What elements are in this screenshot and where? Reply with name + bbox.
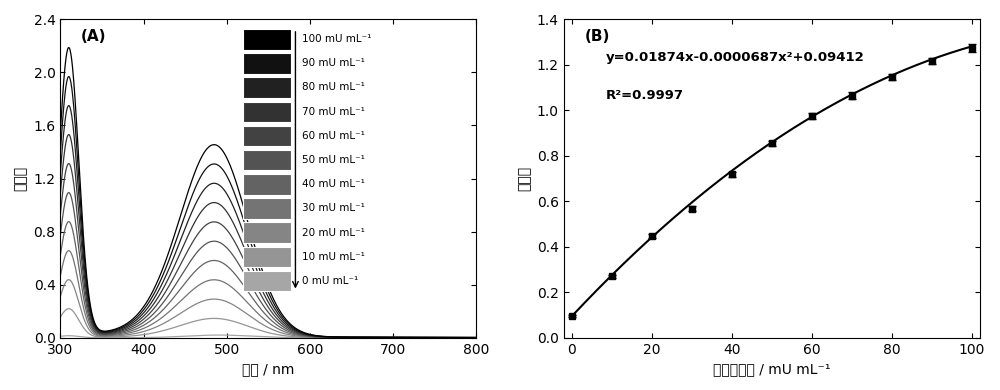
Text: 70 mU mL⁻¹: 70 mU mL⁻¹	[302, 107, 365, 117]
Text: 40 mU mL⁻¹: 40 mU mL⁻¹	[302, 179, 365, 189]
Bar	[243, 150, 291, 170]
Text: 80 mU mL⁻¹: 80 mU mL⁻¹	[302, 82, 365, 92]
Y-axis label: 吸收值: 吸收值	[517, 166, 531, 191]
Text: 50 mU mL⁻¹: 50 mU mL⁻¹	[302, 155, 365, 165]
Bar	[243, 246, 291, 267]
Bar	[243, 198, 291, 219]
X-axis label: 波长 / nm: 波长 / nm	[242, 362, 295, 376]
Text: 10 mU mL⁻¹: 10 mU mL⁻¹	[302, 252, 365, 262]
Bar	[243, 126, 291, 146]
Bar	[243, 53, 291, 74]
Text: (A): (A)	[81, 29, 107, 44]
Bar	[243, 29, 291, 50]
Text: 20 mU mL⁻¹: 20 mU mL⁻¹	[302, 228, 365, 238]
Text: 90 mU mL⁻¹: 90 mU mL⁻¹	[302, 58, 365, 68]
Y-axis label: 吸收值: 吸收值	[14, 166, 28, 191]
Bar	[243, 174, 291, 195]
Bar	[243, 271, 291, 291]
Bar	[243, 77, 291, 98]
Text: R²=0.9997: R²=0.9997	[605, 89, 683, 103]
Text: 60 mU mL⁻¹: 60 mU mL⁻¹	[302, 131, 365, 141]
Text: 100 mU mL⁻¹: 100 mU mL⁻¹	[302, 34, 371, 44]
Text: (B): (B)	[585, 29, 610, 44]
X-axis label: 酸性磷酸酶 / mU mL⁻¹: 酸性磷酸酶 / mU mL⁻¹	[713, 362, 830, 376]
Bar	[243, 101, 291, 122]
Text: y=0.01874x-0.0000687x²+0.09412: y=0.01874x-0.0000687x²+0.09412	[605, 51, 864, 64]
Text: 30 mU mL⁻¹: 30 mU mL⁻¹	[302, 204, 365, 213]
Bar	[243, 222, 291, 243]
Text: 0 mU mL⁻¹: 0 mU mL⁻¹	[302, 276, 358, 286]
